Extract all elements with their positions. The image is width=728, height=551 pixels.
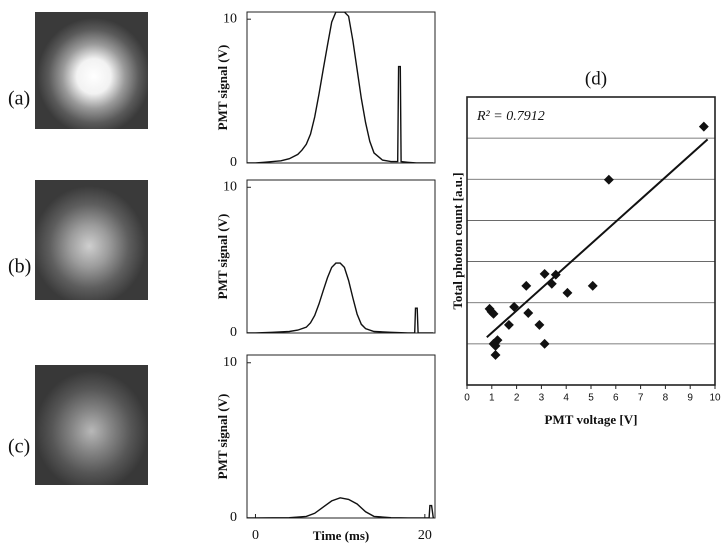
data-point	[523, 308, 534, 318]
x-tick-label: 6	[613, 393, 619, 404]
x-axis-label: Time (ms)	[313, 528, 369, 543]
data-point	[562, 287, 573, 298]
x-tick-label: 3	[539, 393, 545, 404]
plot-frame	[466, 96, 716, 386]
y-tick-label: 0	[230, 155, 237, 170]
x-tick-label: 20	[418, 528, 432, 543]
data-point	[534, 319, 545, 330]
data-point	[539, 268, 550, 279]
plot-frame	[246, 179, 436, 334]
y-axis-label: PMT signal (V)	[215, 394, 230, 480]
x-tick-label: 0	[464, 393, 470, 404]
y-tick-label: 0	[230, 510, 237, 525]
y-tick-label: 10	[223, 180, 237, 195]
plot-frame	[246, 354, 436, 519]
data-point	[509, 301, 520, 312]
data-point	[503, 319, 514, 330]
x-tick-label: 1	[489, 393, 495, 404]
signal-line	[247, 497, 434, 518]
data-point	[521, 280, 532, 291]
annotation: R² = 0.7912	[476, 109, 545, 124]
micrograph	[35, 180, 148, 300]
x-axis-label: PMT voltage [V]	[545, 412, 638, 427]
signal-line	[247, 12, 434, 163]
x-tick-label: 4	[563, 393, 569, 404]
micrograph	[35, 365, 148, 485]
x-tick-label: 8	[663, 393, 669, 404]
data-point	[603, 174, 614, 185]
data-point	[490, 340, 501, 351]
y-tick-label: 10	[223, 355, 237, 370]
y-tick-label: 0	[230, 325, 237, 340]
y-axis-label: PMT signal (V)	[215, 214, 230, 300]
y-tick-label: 10	[223, 11, 237, 26]
panel-label: (b)	[8, 256, 31, 278]
data-point	[698, 121, 709, 132]
scale-bar-label: 10μm	[59, 138, 92, 153]
data-point	[490, 350, 501, 360]
data-point	[587, 280, 598, 291]
x-tick-label: 10	[709, 393, 721, 404]
x-tick-label: 9	[687, 393, 693, 404]
x-tick-label: 7	[638, 393, 644, 404]
data-point	[546, 278, 557, 289]
panel-label: (a)	[8, 88, 30, 110]
x-tick-label: 5	[588, 393, 594, 404]
x-tick-label: 2	[514, 393, 520, 404]
y-axis-label: Total photon count [a.u.]	[450, 172, 465, 309]
trend-line	[486, 138, 709, 339]
micrograph	[35, 12, 148, 129]
x-tick-label: 0	[252, 528, 259, 543]
data-point	[550, 269, 561, 280]
chart-title: (d)	[585, 68, 607, 89]
data-point	[488, 308, 499, 319]
plot-frame	[246, 11, 436, 164]
y-axis-label: PMT signal (V)	[215, 45, 230, 131]
data-point	[539, 338, 550, 349]
panel-label: (c)	[8, 436, 30, 458]
signal-line	[247, 262, 434, 333]
